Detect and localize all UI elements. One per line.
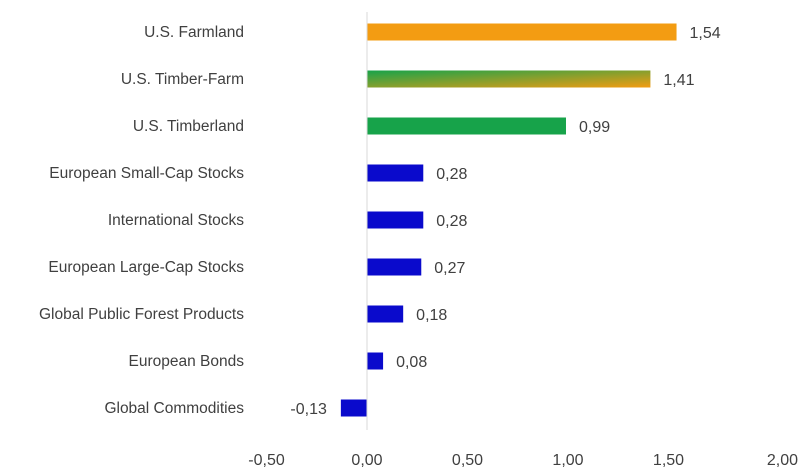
category-label: U.S. Timberland <box>133 118 244 135</box>
bars-group <box>340 23 677 417</box>
value-labels: 1,54 1,41 0,99 0,28 0,28 0,27 0,18 0,08 -0,13 <box>290 25 720 418</box>
bar-u-s-farmland <box>367 23 677 41</box>
category-label: Global Commodities <box>104 400 244 417</box>
bar-european-large-cap-stocks <box>367 258 422 276</box>
x-tick-label: 0,00 <box>351 452 382 469</box>
bar-international-stocks <box>367 211 424 229</box>
category-label: U.S. Timber-Farm <box>121 71 244 88</box>
value-label: 0,27 <box>434 260 465 277</box>
value-label: 0,99 <box>579 119 610 136</box>
bar-european-small-cap-stocks <box>367 164 424 182</box>
category-label: European Bonds <box>129 353 245 370</box>
category-label: U.S. Farmland <box>144 24 244 41</box>
value-label: 0,08 <box>396 354 427 371</box>
value-label: -0,13 <box>290 401 327 418</box>
value-label: 0,28 <box>436 166 467 183</box>
category-labels: U.S. Farmland U.S. Timber-Farm U.S. Timber… <box>39 24 244 417</box>
value-label: 0,18 <box>416 307 447 324</box>
category-label: Global Public Forest Products <box>39 306 244 323</box>
x-tick-label: 2,00 <box>767 452 798 469</box>
bar-u-s-timberland <box>367 117 566 135</box>
bar-global-public-forest-products <box>367 305 404 323</box>
value-label: 0,28 <box>436 213 467 230</box>
x-tick-label: 1,50 <box>653 452 684 469</box>
x-axis-tick-labels: -0,50 0,00 0,50 1,00 1,50 2,00 <box>248 452 798 469</box>
bar-u-s-timber-farm <box>367 70 651 88</box>
value-label: 1,41 <box>663 72 694 89</box>
category-label: European Large-Cap Stocks <box>48 259 244 276</box>
value-label: 1,54 <box>690 25 721 42</box>
category-label: European Small-Cap Stocks <box>49 165 244 182</box>
bar-european-bonds <box>367 352 384 370</box>
bar-global-commodities <box>340 399 367 417</box>
x-tick-label: -0,50 <box>248 452 285 469</box>
category-label: International Stocks <box>108 212 244 229</box>
x-tick-label: 1,00 <box>552 452 583 469</box>
x-tick-label: 0,50 <box>452 452 483 469</box>
